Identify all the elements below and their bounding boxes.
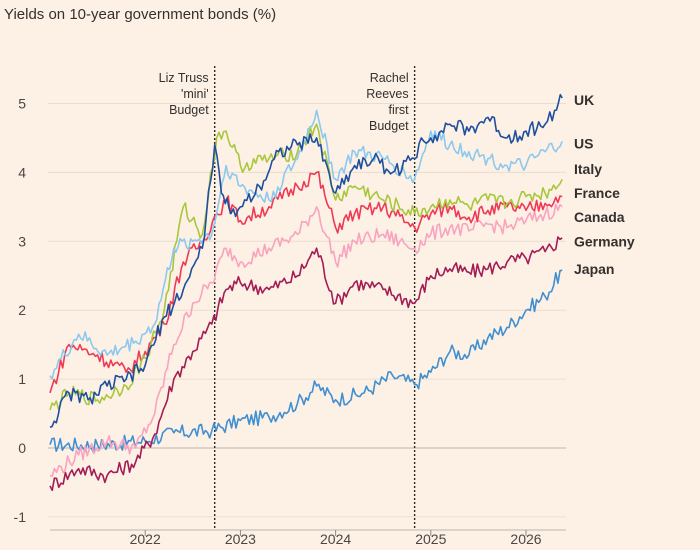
series-line-germany <box>49 236 563 492</box>
y-tick-label: 1 <box>18 371 26 387</box>
event-annotation-text: Budget <box>369 119 409 133</box>
series-line-japan <box>49 269 563 454</box>
series-label-canada: Canada <box>574 209 625 225</box>
y-tick-label: 0 <box>18 440 26 456</box>
y-tick-label: 2 <box>18 302 26 318</box>
y-tick-label: 3 <box>18 233 26 249</box>
series-label-italy: Italy <box>574 161 602 177</box>
event-annotation-text: Rachel <box>370 71 409 85</box>
event-annotation-text: Liz Truss <box>159 71 209 85</box>
x-tick-label: 2025 <box>415 531 446 547</box>
x-tick-label: 2024 <box>320 531 351 547</box>
event-annotation-text: Budget <box>169 103 209 117</box>
x-tick-label: 2022 <box>130 531 161 547</box>
series-label-japan: Japan <box>574 261 614 277</box>
x-tick-label: 2026 <box>510 531 541 547</box>
series-label-germany: Germany <box>574 233 635 249</box>
event-annotation-text: first <box>388 103 409 117</box>
y-tick-label: -1 <box>14 509 27 525</box>
y-tick-label: 4 <box>18 164 26 180</box>
series-label-france: France <box>574 185 620 201</box>
event-annotation-text: Reeves <box>366 87 408 101</box>
y-tick-label: 5 <box>18 96 26 112</box>
chart-title: Yields on 10-year government bonds (%) <box>4 6 277 23</box>
x-tick-label: 2023 <box>225 531 256 547</box>
event-annotation-text: 'mini' <box>181 87 209 101</box>
series-line-france <box>49 170 563 394</box>
series-label-uk: UK <box>574 92 594 108</box>
series-label-us: US <box>574 135 593 151</box>
series-line-us <box>49 109 563 380</box>
series-line-uk <box>49 93 563 429</box>
